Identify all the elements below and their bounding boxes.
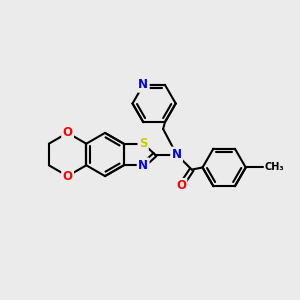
Text: S: S bbox=[139, 137, 147, 150]
Text: N: N bbox=[172, 148, 182, 161]
Text: O: O bbox=[63, 126, 73, 140]
Text: N: N bbox=[138, 78, 148, 91]
Text: N: N bbox=[138, 159, 148, 172]
Text: CH₃: CH₃ bbox=[265, 163, 284, 172]
Text: O: O bbox=[176, 179, 186, 192]
Text: O: O bbox=[63, 169, 73, 183]
